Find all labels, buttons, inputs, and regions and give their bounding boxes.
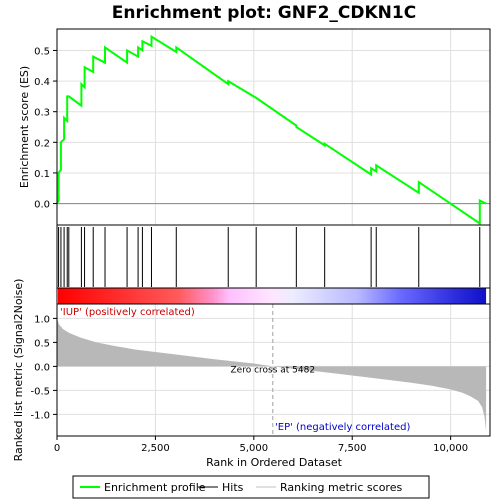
metric-y-tick-label: 1.0 <box>34 314 50 325</box>
hits-panel <box>56 224 491 289</box>
x-axis-label: Rank in Ordered Dataset <box>206 456 343 469</box>
es-y-tick-label: 0.1 <box>34 169 50 180</box>
zero-cross-label: Zero cross at 5482 <box>231 365 316 375</box>
enrichment-profile-line <box>56 34 487 226</box>
es-y-tick-label: 0.5 <box>34 46 50 57</box>
metric-y-tick-label: -1.0 <box>30 410 50 421</box>
es-y-axis-label: Enrichment score (ES) <box>18 66 31 188</box>
metric-panel-frame <box>56 303 491 437</box>
down-correlated-label: 'EP' (negatively correlated) <box>275 422 410 433</box>
ranking-metric-area <box>57 318 487 432</box>
es-y-tick-label: 0.3 <box>34 108 50 119</box>
es-y-ticks: 0.0 0.1 0.2 0.3 0.4 0.5 <box>34 46 57 211</box>
x-tick-label: 10,000 <box>433 443 468 454</box>
legend: Enrichment profile Hits Ranking metric s… <box>72 475 430 499</box>
metric-y-tick-label: -0.5 <box>30 386 50 397</box>
es-panel: 0.0 0.1 0.2 0.3 0.4 0.5 Enrichment score (ES) <box>18 28 491 226</box>
legend-enrichment-label: Enrichment profile <box>104 481 206 494</box>
heatmap-panel <box>56 287 491 305</box>
metric-panel: Zero cross at 5482 'IUP' (positively cor… <box>12 279 491 469</box>
es-y-tick-label: 0.0 <box>34 200 50 211</box>
metric-y-tick-label: 0.0 <box>34 362 50 373</box>
es-y-tick-label: 0.4 <box>34 77 50 88</box>
chart-title: Enrichment plot: GNF2_CDKN1C <box>112 3 416 23</box>
rank-x-ticks: 0 2,500 5,000 7,500 10,000 <box>54 436 468 454</box>
up-correlated-label: 'IUP' (positively correlated) <box>60 307 195 318</box>
legend-hits-label: Hits <box>222 481 244 494</box>
x-tick-label: 7,500 <box>338 443 367 454</box>
x-tick-label: 0 <box>54 443 60 454</box>
legend-metric-label: Ranking metric scores <box>280 481 402 494</box>
metric-y-axis-label: Ranked list metric (Signal2Noise) <box>12 279 25 462</box>
ranked-heatmap-bar <box>58 288 487 304</box>
metric-y-tick-label: 0.5 <box>34 338 50 349</box>
hit-markers <box>58 227 481 287</box>
legend-box <box>72 475 430 499</box>
x-tick-label: 2,500 <box>141 443 170 454</box>
metric-y-ticks: -1.0 -0.5 0.0 0.5 1.0 <box>30 314 57 421</box>
es-y-tick-label: 0.2 <box>34 138 50 149</box>
x-tick-label: 5,000 <box>239 443 268 454</box>
hits-panel-frame <box>56 224 491 289</box>
